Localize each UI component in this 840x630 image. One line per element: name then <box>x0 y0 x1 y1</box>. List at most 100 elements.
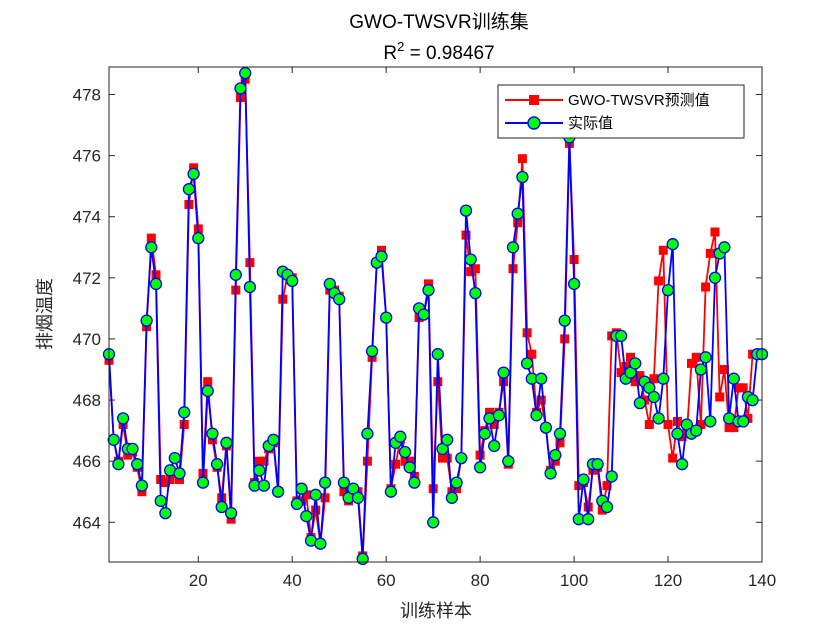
actual-point <box>196 476 210 489</box>
actual-point <box>445 491 459 504</box>
actual-point <box>187 167 200 181</box>
predicted-point <box>654 276 664 286</box>
actual-point <box>286 274 299 288</box>
actual-point <box>605 470 618 483</box>
predicted-point <box>668 453 678 463</box>
predicted-point <box>719 365 729 374</box>
actual-point <box>210 458 224 471</box>
actual-point <box>633 396 647 410</box>
actual-point <box>657 372 670 385</box>
actual-point <box>116 412 130 425</box>
actual-point <box>201 384 214 398</box>
actual-point <box>614 329 628 343</box>
actual-point <box>140 314 153 327</box>
actual-point <box>567 277 581 291</box>
x-tick-label: 120 <box>654 571 682 590</box>
actual-point <box>107 433 120 446</box>
predicted-point <box>555 438 565 448</box>
actual-point <box>577 473 590 486</box>
actual-point <box>530 409 543 422</box>
actual-point <box>314 537 327 550</box>
predicted-point <box>626 352 635 362</box>
actual-point <box>290 497 304 511</box>
predicted-point <box>160 478 170 488</box>
actual-point <box>403 461 416 474</box>
actual-point <box>154 494 167 508</box>
actual-point <box>408 476 421 489</box>
predicted-point <box>649 374 659 384</box>
predicted-point <box>696 420 706 429</box>
predicted-point <box>630 377 640 387</box>
actual-point <box>398 445 412 459</box>
predicted-point <box>466 267 476 277</box>
predicted-point <box>536 395 546 405</box>
actual-point <box>229 268 242 281</box>
predicted-point <box>151 270 161 280</box>
actual-point <box>318 476 332 489</box>
actual-point <box>737 415 750 428</box>
predicted-point <box>705 248 715 258</box>
y-tick-label: 470 <box>73 330 101 349</box>
subtitle-value: = 0.98467 <box>404 43 494 64</box>
actual-point <box>600 500 614 514</box>
actual-point <box>708 271 722 284</box>
actual-point <box>126 442 139 456</box>
predicted-point <box>734 383 743 393</box>
actual-point <box>629 357 642 370</box>
actual-point <box>239 66 252 80</box>
actual-point <box>582 513 595 526</box>
actual-point <box>159 506 172 520</box>
actual-point <box>492 409 506 422</box>
actual-point <box>351 491 365 504</box>
legend-predicted-marker <box>529 95 539 105</box>
predicted-point <box>203 377 213 387</box>
predicted-point <box>658 245 668 255</box>
predicted-point <box>424 279 433 289</box>
actual-point <box>516 170 529 184</box>
actual-point <box>337 476 351 489</box>
y-tick-label: 464 <box>73 513 101 532</box>
x-tick-label: 100 <box>560 571 588 590</box>
actual-point <box>309 488 322 501</box>
actual-point <box>243 280 257 294</box>
chart-title: GWO-TWSVR训练集 <box>349 11 528 33</box>
actual-point <box>704 415 717 428</box>
legend-box <box>497 84 745 139</box>
legend: GWO-TWSVR预测值 实际值 <box>497 84 745 139</box>
actual-point <box>422 283 435 297</box>
actual-point <box>459 204 473 217</box>
actual-point <box>234 82 247 95</box>
actual-point <box>145 241 158 254</box>
predicted-point <box>527 349 537 359</box>
x-tick-label: 80 <box>471 571 490 590</box>
y-tick-label: 468 <box>73 391 101 410</box>
actual-point <box>192 231 205 245</box>
actual-point <box>506 241 520 254</box>
x-tick-label: 140 <box>748 571 776 590</box>
y-tick-labels: 464 466 468 470 472 474 476 478 <box>73 86 101 533</box>
actual-point <box>295 482 308 495</box>
predicted-point <box>738 383 748 393</box>
actual-point <box>549 448 562 462</box>
predicted-point <box>635 371 645 381</box>
predicted-point <box>621 361 631 371</box>
actual-point <box>666 238 679 251</box>
actual-point <box>427 516 440 529</box>
predicted-point <box>259 456 269 466</box>
actual-point <box>271 485 285 498</box>
actual-point <box>478 427 491 440</box>
actual-point <box>675 458 689 471</box>
actual-point <box>558 314 571 327</box>
actual-point <box>441 433 454 446</box>
predicted-point <box>710 227 720 237</box>
predicted-point <box>179 420 189 429</box>
y-tick-label: 478 <box>73 86 101 105</box>
actual-point <box>182 183 196 196</box>
actual-point <box>694 363 708 376</box>
actual-point <box>361 427 374 440</box>
actual-point <box>450 476 463 489</box>
plot-area <box>109 67 762 562</box>
actual-point <box>544 467 557 480</box>
